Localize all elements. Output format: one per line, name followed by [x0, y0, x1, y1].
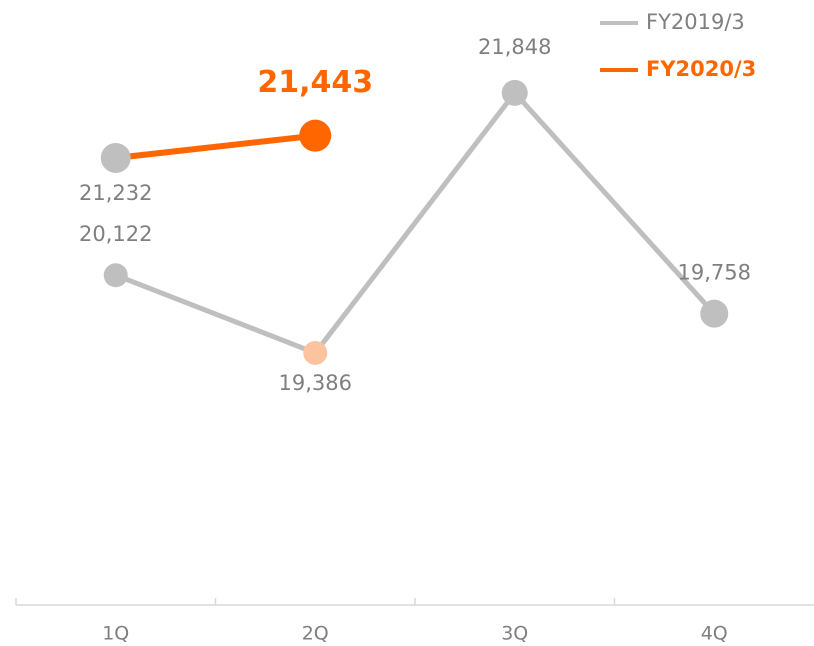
- data-label: 21,232: [79, 181, 152, 205]
- point: [303, 340, 328, 365]
- series-line: [114, 88, 717, 356]
- point: [103, 263, 128, 288]
- data-label: 20,122: [79, 222, 152, 246]
- point: [501, 79, 528, 106]
- data-label: 19,386: [279, 371, 352, 395]
- series-line: [115, 132, 316, 161]
- legend-label: FY2019/3: [646, 10, 745, 34]
- point: [299, 119, 332, 152]
- data-label: 21,848: [478, 35, 551, 59]
- x-tick-label: 4Q: [701, 623, 728, 645]
- point: [700, 299, 729, 328]
- x-tick-label: 1Q: [102, 623, 129, 645]
- data-label: 19,758: [678, 261, 751, 285]
- legend-label: FY2020/3: [646, 57, 756, 81]
- point: [100, 142, 131, 173]
- x-tick-label: 3Q: [501, 623, 528, 645]
- x-tick-label: 2Q: [302, 623, 329, 645]
- data-label: 21,443: [257, 65, 373, 100]
